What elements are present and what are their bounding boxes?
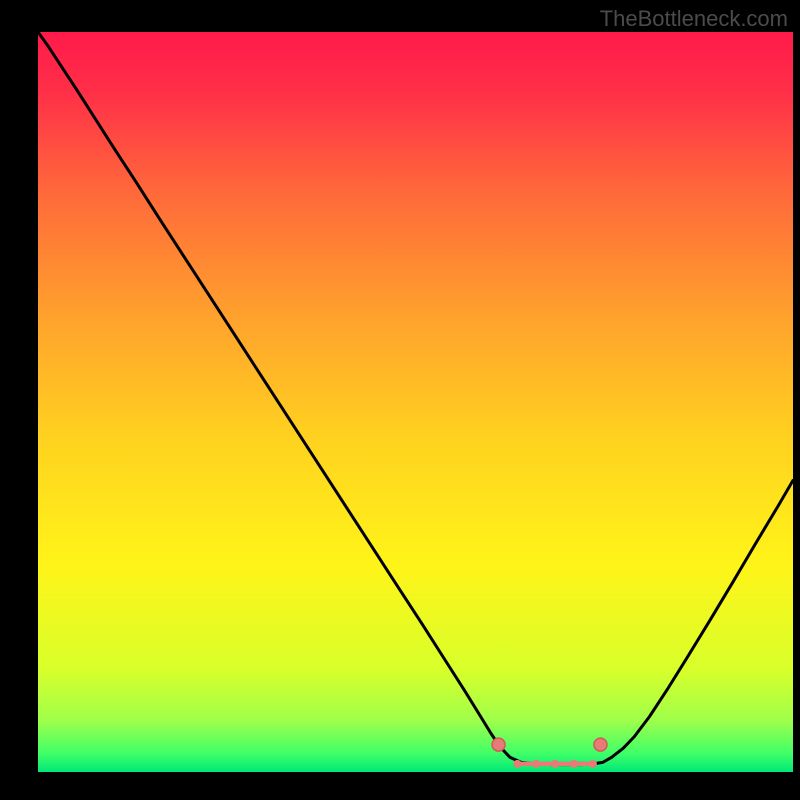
plot-area xyxy=(38,32,793,772)
gradient-background xyxy=(38,32,793,772)
chart-svg xyxy=(38,32,793,772)
frame-bottom xyxy=(0,772,800,800)
bottleneck-chart: TheBottleneck.com xyxy=(0,0,800,800)
watermark-text: TheBottleneck.com xyxy=(600,6,788,32)
frame-left xyxy=(0,0,38,800)
frame-right xyxy=(793,0,800,800)
